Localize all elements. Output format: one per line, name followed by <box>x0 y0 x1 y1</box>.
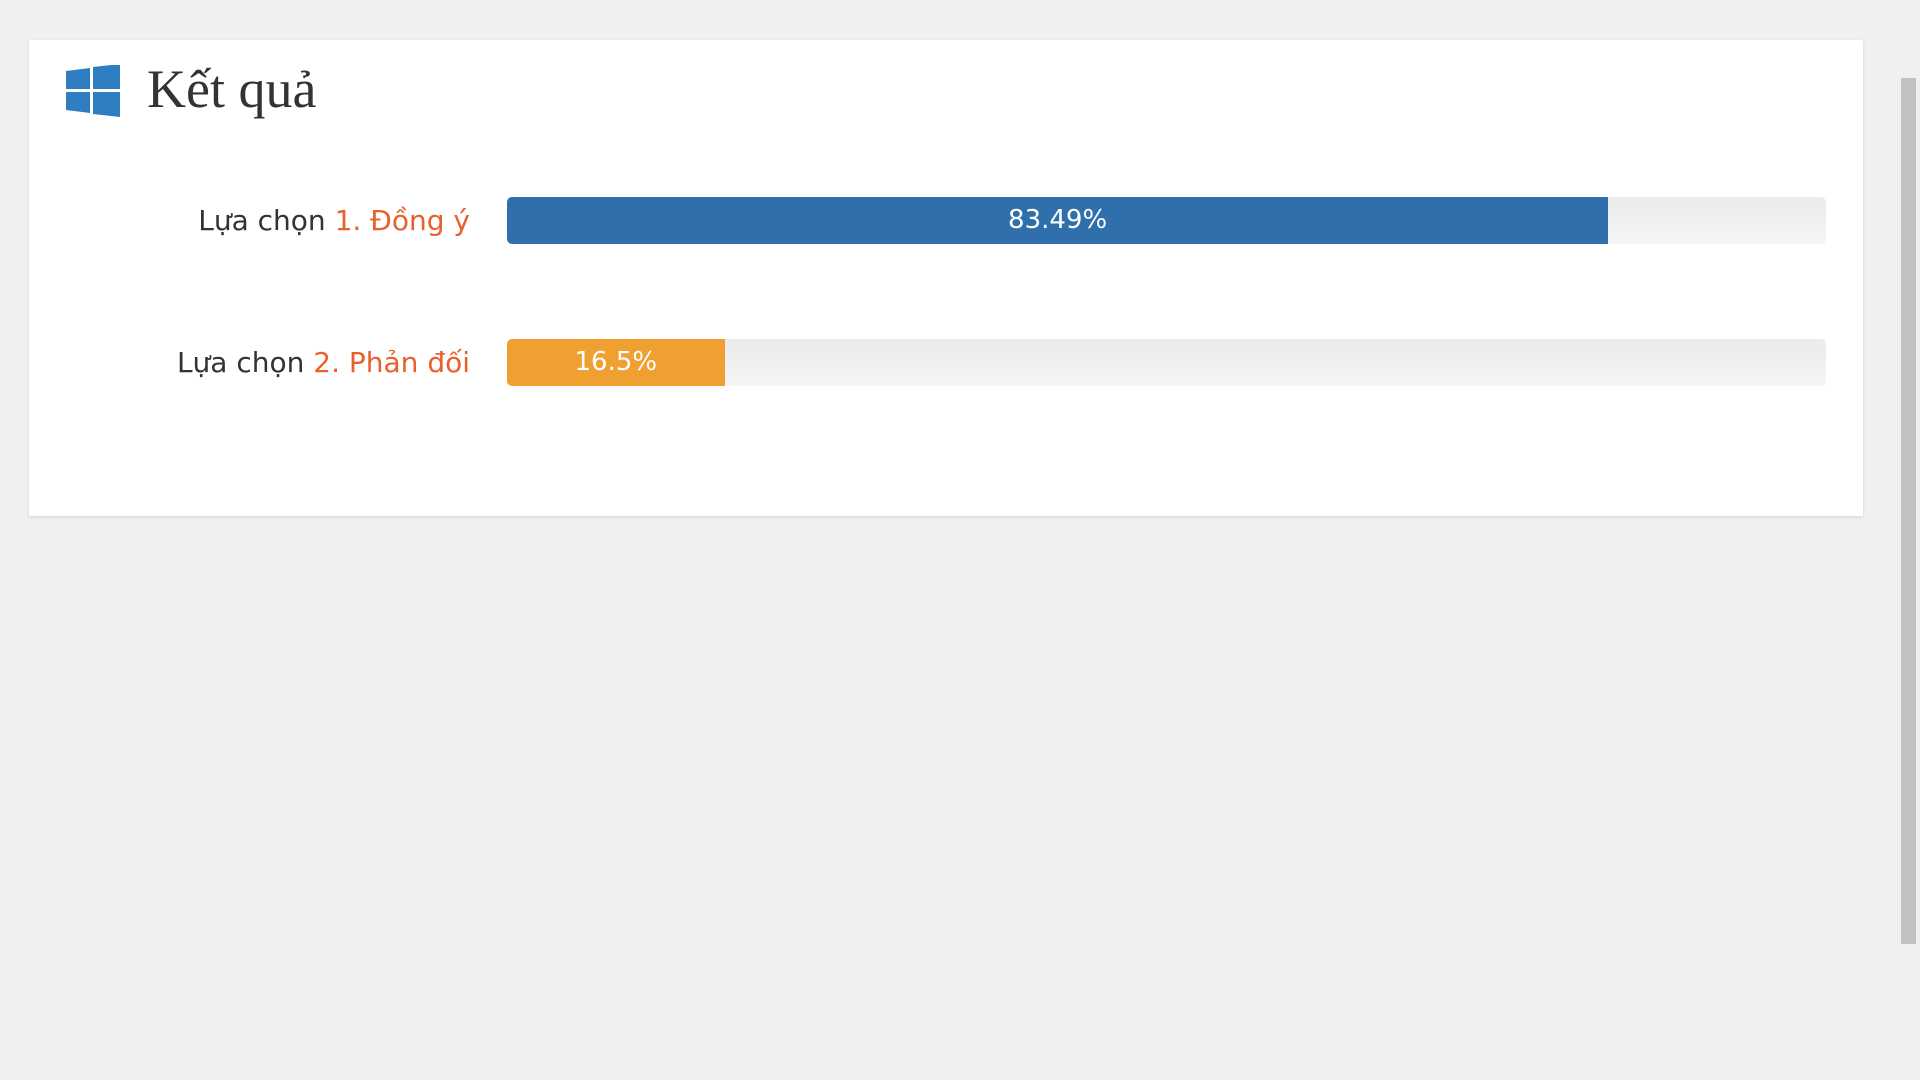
progress-bar: 83.49% <box>507 197 1609 244</box>
progress-track: 16.5% <box>507 339 1826 386</box>
results-card: Kết quả Lựa chọn 1. Đồng ý 83.49% Lựa chọn… <box>29 40 1863 516</box>
title: Kết quả <box>147 59 317 119</box>
value-label: 83.49% <box>1008 205 1108 235</box>
result-row: Lựa chọn 2. Phản đối 16.5% <box>29 339 1863 386</box>
option-prefix: Lựa chọn <box>176 346 305 379</box>
value-label: 16.5% <box>574 347 658 377</box>
windows-logo <box>66 65 120 117</box>
scroll-thumb[interactable] <box>1901 78 1916 944</box>
option-name: 1. Đồng ý <box>334 204 470 237</box>
progress-track: 83.49% <box>507 197 1826 244</box>
option-prefix: Lựa chọn <box>198 204 326 237</box>
scrollbar[interactable] <box>1897 0 1920 1080</box>
option-label: Lựa chọn 1. Đồng ý <box>198 197 470 244</box>
option-name: 2. Phản đối <box>313 346 470 379</box>
option-label: Lựa chọn 2. Phản đối <box>177 339 470 386</box>
progress-bar: 16.5% <box>507 339 725 386</box>
result-row: Lựa chọn 1. Đồng ý 83.49% <box>29 197 1863 244</box>
